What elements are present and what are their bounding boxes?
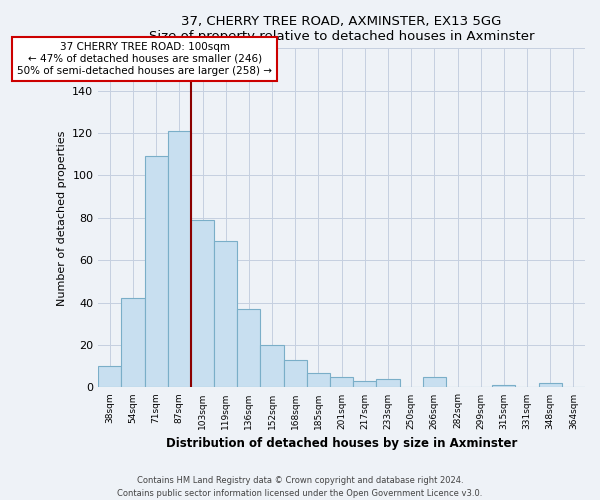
Title: 37, CHERRY TREE ROAD, AXMINSTER, EX13 5GG
Size of property relative to detached : 37, CHERRY TREE ROAD, AXMINSTER, EX13 5G… bbox=[149, 15, 535, 43]
Bar bbox=[145, 156, 168, 388]
Bar bbox=[353, 381, 376, 388]
Text: 37 CHERRY TREE ROAD: 100sqm
← 47% of detached houses are smaller (246)
50% of se: 37 CHERRY TREE ROAD: 100sqm ← 47% of det… bbox=[17, 42, 272, 76]
Bar bbox=[423, 377, 446, 388]
Bar bbox=[214, 241, 237, 388]
Bar bbox=[284, 360, 307, 388]
Text: Contains HM Land Registry data © Crown copyright and database right 2024.
Contai: Contains HM Land Registry data © Crown c… bbox=[118, 476, 482, 498]
Bar bbox=[492, 386, 515, 388]
Bar bbox=[168, 131, 191, 388]
Bar bbox=[539, 383, 562, 388]
X-axis label: Distribution of detached houses by size in Axminster: Distribution of detached houses by size … bbox=[166, 437, 517, 450]
Bar bbox=[98, 366, 121, 388]
Bar bbox=[260, 345, 284, 388]
Bar bbox=[307, 372, 330, 388]
Bar bbox=[191, 220, 214, 388]
Y-axis label: Number of detached properties: Number of detached properties bbox=[56, 130, 67, 306]
Bar bbox=[376, 379, 400, 388]
Bar bbox=[237, 309, 260, 388]
Bar bbox=[121, 298, 145, 388]
Bar bbox=[330, 377, 353, 388]
